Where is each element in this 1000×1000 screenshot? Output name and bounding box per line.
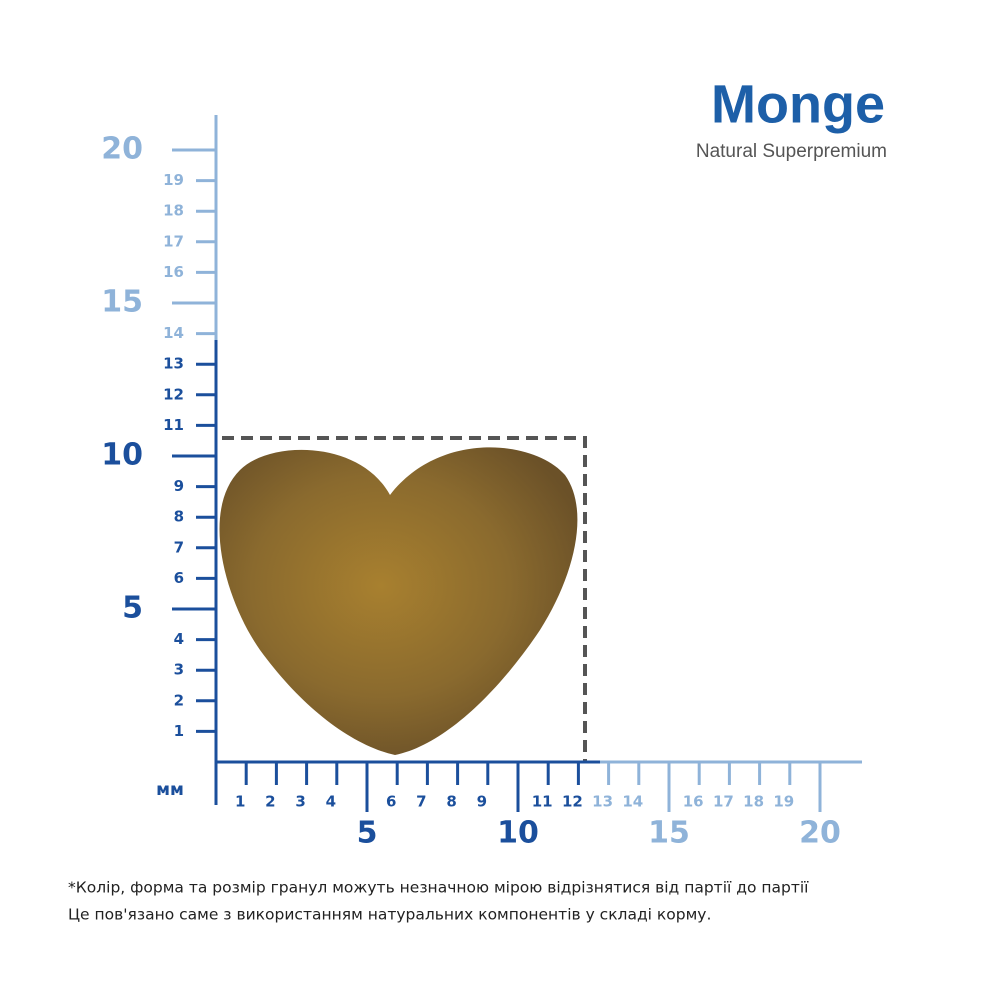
- tick-label: 19: [773, 793, 794, 811]
- tick-label: 11: [532, 793, 553, 811]
- tick-label: 8: [174, 508, 184, 526]
- unit-label: мм: [156, 780, 184, 800]
- size-box: [222, 436, 587, 762]
- tick-label: 5: [357, 816, 378, 851]
- tick-label: 9: [174, 477, 184, 495]
- tick-label: 8: [446, 793, 456, 811]
- tick-label: 2: [174, 691, 184, 709]
- tick-label: 10: [497, 816, 539, 851]
- tick-label: 16: [163, 263, 184, 281]
- tick-label: 19: [163, 171, 184, 189]
- tick-label: 12: [163, 385, 184, 403]
- tick-label: 13: [163, 355, 184, 373]
- tick-label: 20: [799, 816, 841, 851]
- tick-label: 1: [235, 793, 245, 811]
- tick-label: 20: [101, 132, 143, 167]
- tick-label: 3: [174, 661, 184, 679]
- tick-label: 6: [386, 793, 396, 811]
- tick-label: 10: [101, 438, 143, 473]
- brand-name: Monge: [711, 74, 885, 134]
- tick-label: 9: [477, 793, 487, 811]
- tick-label: 18: [743, 793, 764, 811]
- tick-label: 4: [174, 630, 184, 648]
- tick-label: 3: [295, 793, 305, 811]
- tick-label: 7: [174, 538, 184, 556]
- tick-label: 14: [622, 793, 643, 811]
- tick-label: 18: [163, 202, 184, 220]
- footnote-line: Це пов'язано саме з використанням натура…: [68, 906, 711, 924]
- tick-label: 15: [101, 285, 143, 320]
- tick-label: 4: [326, 793, 336, 811]
- tick-label: 13: [592, 793, 613, 811]
- tick-label: 7: [416, 793, 426, 811]
- tick-label: 17: [163, 232, 184, 250]
- tick-label: 17: [713, 793, 734, 811]
- tick-label: 12: [562, 793, 583, 811]
- tick-label: 1: [174, 722, 184, 740]
- kibble: [219, 447, 578, 755]
- tick-label: 2: [265, 793, 275, 811]
- tick-label: 11: [163, 416, 184, 434]
- tick-label: 14: [163, 324, 184, 342]
- tick-label: 6: [174, 569, 184, 587]
- tick-label: 5: [122, 591, 143, 626]
- tick-label: 16: [683, 793, 704, 811]
- footnote-line: *Колір, форма та розмір гранул можуть не…: [68, 879, 809, 897]
- brand-tagline: Natural Superpremium: [696, 141, 887, 162]
- tick-label: 15: [648, 816, 690, 851]
